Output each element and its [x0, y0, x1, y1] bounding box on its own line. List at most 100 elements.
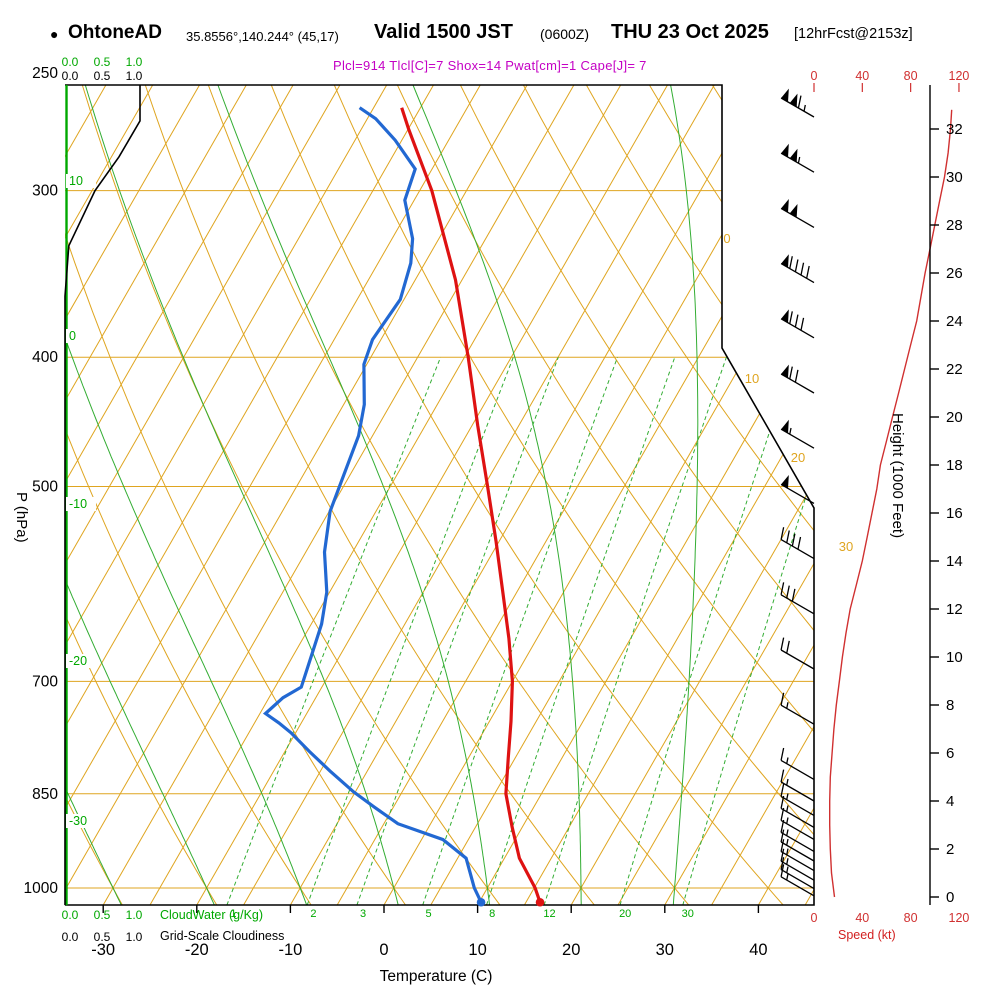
isotherm: [65, 85, 154, 905]
isotherm: [430, 85, 814, 905]
barb-half: [786, 858, 789, 865]
mixing-ratio-line: [682, 357, 814, 905]
barb-staff: [780, 807, 815, 828]
cloudiness-scale-top: 1.0: [126, 69, 143, 83]
height-tick-label: 2: [946, 841, 954, 858]
speed-tick-label-top: 40: [855, 69, 869, 83]
forecast-info: [12hrFcst@2153z]: [794, 26, 913, 42]
temp-tick-label: 20: [562, 941, 580, 959]
barb-staff: [780, 207, 815, 228]
isotherm-right-label: 10: [745, 371, 759, 386]
pressure-tick-label: 250: [32, 65, 58, 82]
barb-full: [786, 585, 790, 599]
temp-tick-label: -20: [185, 941, 209, 959]
mixing-ratio-label: 20: [619, 908, 631, 920]
parcel-params: Plcl=914 Tlcl[C]=7 Shox=14 Pwat[cm]=1 Ca…: [333, 58, 647, 73]
isotherm-right-label: 30: [839, 539, 853, 554]
mixing-ratio-label: 12: [543, 908, 555, 920]
barb-pennant: [781, 309, 789, 323]
barb-staff: [780, 759, 815, 780]
speed-tick-label-bottom: 0: [811, 911, 818, 925]
isotherm: [102, 85, 575, 905]
mixing-ratio-line: [619, 357, 795, 905]
adiabat-left-label: -10: [69, 497, 87, 511]
barb-half: [786, 702, 789, 709]
barb-full: [794, 314, 799, 328]
isotherm-right-label: 20: [791, 450, 805, 465]
mixing-ratio-line: [306, 357, 514, 905]
barb-full: [780, 829, 785, 843]
temp-tick-label: 10: [468, 941, 486, 959]
height-tick-label: 12: [946, 601, 963, 618]
mixing-ratio-line: [356, 357, 559, 905]
barb-full: [786, 640, 790, 654]
cloudiness-caption: Grid-Scale Cloudiness: [160, 929, 285, 943]
barb-full: [780, 839, 785, 852]
barb-full: [780, 807, 785, 821]
barb-half: [786, 873, 789, 881]
mixing-ratio-line: [486, 357, 676, 905]
barb-full: [780, 747, 785, 761]
mixing-ratio-label: 1: [230, 908, 236, 920]
dry-adiabat: [65, 85, 218, 905]
barb-half: [786, 866, 789, 873]
valid-zulu: (0600Z): [540, 26, 590, 42]
moist-adiabat: [217, 85, 491, 905]
barb-staff: [780, 594, 815, 615]
pressure-tick-label: 300: [32, 183, 58, 200]
barb-half: [786, 838, 789, 846]
barb-full: [780, 692, 785, 706]
isotherm: [65, 85, 247, 905]
valid-time: Valid 1500 JST: [374, 21, 513, 43]
isotherm: [477, 85, 814, 905]
barb-pennant: [781, 419, 789, 434]
adiabat-left-label: -20: [69, 654, 87, 668]
height-axis-label: Height (1000 Feet): [889, 413, 906, 539]
station-marker-icon: ●: [50, 26, 59, 42]
height-tick-label: 4: [946, 793, 954, 810]
barb-half: [803, 104, 806, 112]
barb-pennant: [781, 199, 789, 213]
adiabat-left-label: 10: [69, 174, 83, 188]
isotherm: [65, 85, 200, 905]
moist-adiabat: [412, 85, 582, 905]
height-tick-label: 30: [946, 169, 963, 186]
barb-full: [780, 795, 785, 809]
barb-full: [780, 864, 785, 877]
height-tick-label: 14: [946, 553, 963, 570]
moist-adiabat: [670, 85, 699, 905]
height-tick-label: 20: [946, 409, 963, 426]
cloudwater-scale-top: 1.0: [126, 55, 143, 69]
cloudwater-scale-bottom: 1.0: [126, 908, 143, 922]
pressure-tick-label: 1000: [24, 880, 59, 897]
height-tick-label: 16: [946, 505, 963, 522]
isotherm: [617, 85, 814, 905]
isotherm: [65, 85, 388, 905]
background-lines: [65, 85, 814, 905]
temp-tick-label: -30: [91, 941, 115, 959]
barb-full: [806, 265, 810, 279]
pressure-tick-label: 850: [32, 786, 58, 803]
isotherm: [289, 85, 762, 905]
mixing-ratio-line: [543, 357, 727, 905]
barb-pennant: [781, 254, 789, 268]
isotherm: [65, 85, 341, 905]
station-name: OhtoneAD: [68, 22, 162, 43]
height-tick-label: 26: [946, 265, 963, 282]
label-gap: [66, 174, 96, 188]
isotherm: [65, 85, 481, 905]
barb-pennant: [789, 93, 798, 107]
dry-adiabat: [775, 85, 814, 905]
isotherm-right-label: 0: [723, 231, 730, 246]
barb-pennant: [781, 88, 789, 102]
dewpoint-curve: [262, 106, 483, 903]
height-tick-label: 8: [946, 697, 954, 714]
temp-tick-label: -10: [278, 941, 302, 959]
barb-half: [786, 778, 789, 786]
speed-tick-label-bottom: 80: [904, 911, 918, 925]
isotherm: [664, 85, 814, 905]
cloudiness-scale-bottom: 1.0: [126, 930, 143, 944]
barb-full: [780, 527, 785, 540]
temp-tick-label: 0: [379, 941, 388, 959]
